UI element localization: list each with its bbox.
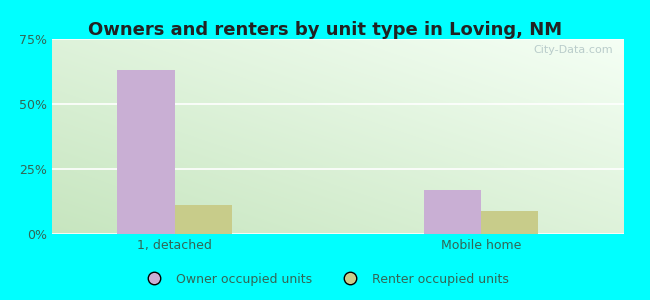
Bar	[481, 211, 538, 234]
Text: Owners and renters by unit type in Loving, NM: Owners and renters by unit type in Lovin…	[88, 21, 562, 39]
Legend: Owner occupied units, Renter occupied units: Owner occupied units, Renter occupied un…	[136, 268, 514, 291]
Text: City-Data.com: City-Data.com	[533, 45, 612, 55]
Bar	[424, 190, 481, 234]
Bar	[118, 70, 175, 234]
Bar	[175, 206, 232, 234]
